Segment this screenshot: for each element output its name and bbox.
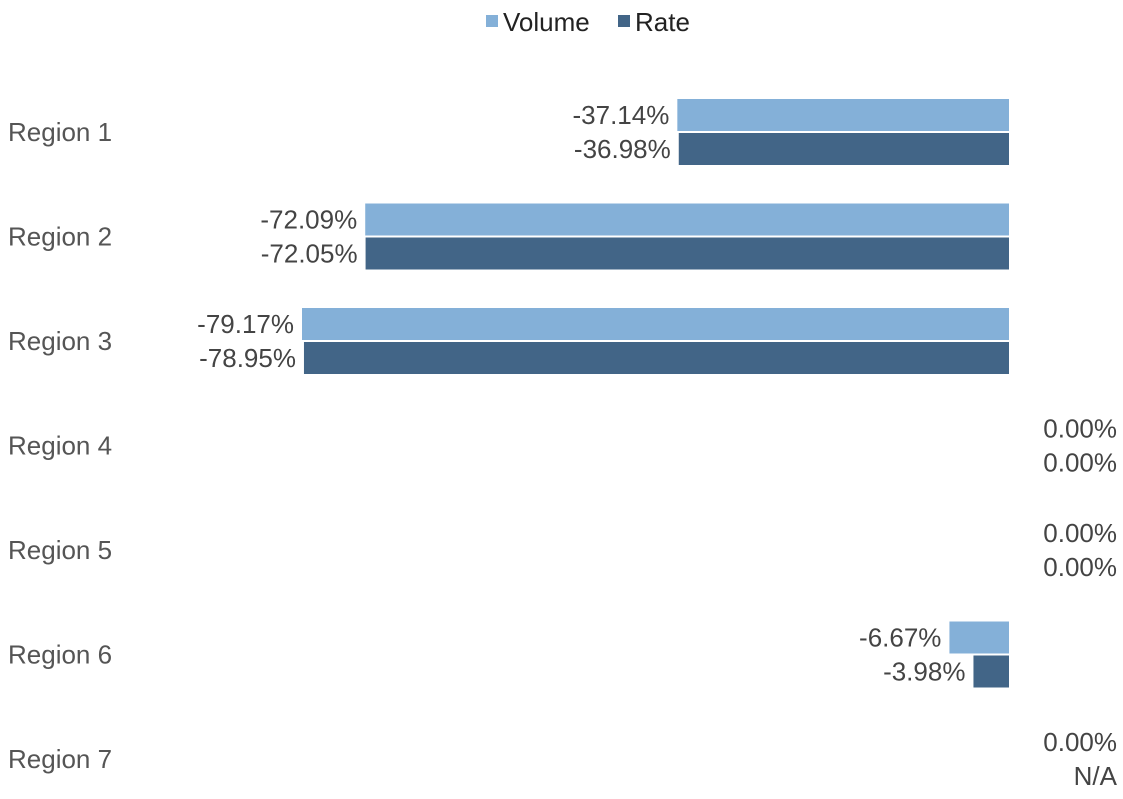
- bar-rate: [678, 133, 1009, 165]
- category-label: Region 3: [8, 326, 112, 356]
- data-label-volume: 0.00%: [1043, 414, 1117, 444]
- legend-label-volume: Volume: [503, 7, 590, 37]
- bar-rate: [365, 237, 1010, 270]
- data-label-volume: -79.17%: [197, 309, 294, 339]
- category-labels: Region 1 Region 2 Region 3 Region 4 Region 5…: [8, 117, 112, 774]
- bar-rate: [973, 655, 1009, 688]
- category-label: Region 1: [8, 117, 112, 147]
- bar-volume: [365, 203, 1009, 236]
- legend-swatch-rate: [618, 15, 630, 27]
- data-label-volume: -6.67%: [859, 623, 941, 653]
- bar-volume: [677, 99, 1009, 131]
- data-labels: -37.14% -36.98% -72.09% -72.05% -79.17% -78.9…: [197, 100, 1118, 791]
- bars: [302, 99, 1010, 688]
- data-label-volume: -72.09%: [260, 205, 357, 235]
- data-label-rate: -36.98%: [574, 134, 671, 164]
- bar-rate: [303, 342, 1010, 374]
- bar-volume: [949, 621, 1009, 654]
- legend: Volume Rate: [486, 7, 690, 37]
- category-label: Region 7: [8, 744, 112, 774]
- data-label-rate: -72.05%: [261, 239, 358, 269]
- data-label-volume: 0.00%: [1043, 518, 1117, 548]
- category-label: Region 2: [8, 222, 112, 252]
- category-label: Region 6: [8, 640, 112, 670]
- legend-swatch-volume: [486, 15, 498, 27]
- legend-label-rate: Rate: [635, 7, 690, 37]
- data-label-rate: 0.00%: [1043, 552, 1117, 582]
- data-label-rate: N/A: [1074, 761, 1118, 791]
- data-label-rate: -3.98%: [883, 657, 965, 687]
- data-label-rate: -78.95%: [199, 343, 296, 373]
- data-label-volume: -37.14%: [572, 100, 669, 130]
- data-label-volume: 0.00%: [1043, 727, 1117, 757]
- category-label: Region 4: [8, 431, 112, 461]
- data-label-rate: 0.00%: [1043, 448, 1117, 478]
- category-label: Region 5: [8, 535, 112, 565]
- bar-volume: [302, 308, 1009, 340]
